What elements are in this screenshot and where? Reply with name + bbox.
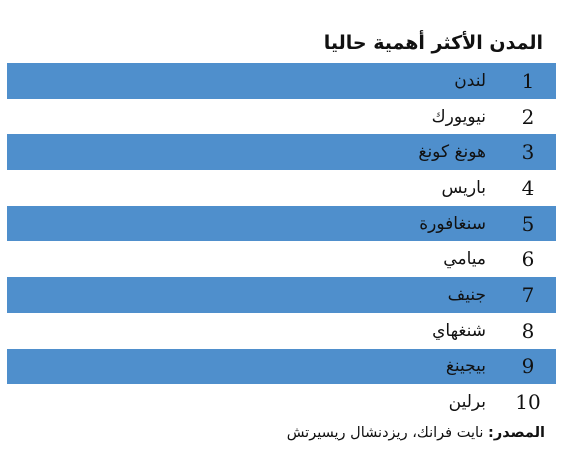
rank-number: 6 <box>521 247 535 272</box>
rank-number: 5 <box>521 211 535 236</box>
rank-number: 10 <box>515 390 541 415</box>
city-name: جنيف <box>447 284 486 305</box>
city-name: شنغهاي <box>432 320 486 341</box>
rank-number: 2 <box>521 104 535 129</box>
table-row: 4 باريس <box>7 170 556 206</box>
source-label: المصدر: <box>488 425 545 441</box>
city-name: نيويورك <box>431 106 486 127</box>
source-text: نايت فرانك، ريزدنشال ريسيرتش <box>286 425 489 441</box>
rank-number: 3 <box>521 140 535 165</box>
rank-number: 8 <box>521 318 535 343</box>
table-row: 9 بيجينغ <box>7 348 556 385</box>
city-name: باريس <box>441 177 486 198</box>
city-name: هونغ كونغ <box>418 142 486 163</box>
city-name: لندن <box>454 70 486 91</box>
source-note: المصدر: نايت فرانك، ريزدنشال ريسيرتش <box>287 425 545 441</box>
rank-number: 1 <box>521 68 535 93</box>
table-row: 10 برلين <box>7 384 556 420</box>
table-row: 1 لندن <box>7 63 556 99</box>
table-row: 2 نيويورك <box>7 99 556 135</box>
city-name: سنغافورة <box>419 213 486 234</box>
table-row: 6 ميامي <box>7 241 556 277</box>
table-row: 7 جنيف <box>7 277 556 313</box>
table-row: 8 شنغهاي <box>7 313 556 349</box>
rank-number: 7 <box>521 282 535 307</box>
table-row: 5 سنغافورة <box>7 205 556 242</box>
ranking-table: 1 لندن 2 نيويورك 3 هونغ كونغ 4 باريس 5 س… <box>7 63 556 420</box>
table-row: 3 هونغ كونغ <box>7 134 556 171</box>
rank-number: 9 <box>521 354 535 379</box>
city-name: ميامي <box>443 249 486 270</box>
rank-number: 4 <box>521 175 535 200</box>
table-title: المدن الأكثر أهمية حاليا <box>323 32 543 54</box>
city-name: برلين <box>448 392 486 413</box>
city-name: بيجينغ <box>445 356 486 377</box>
